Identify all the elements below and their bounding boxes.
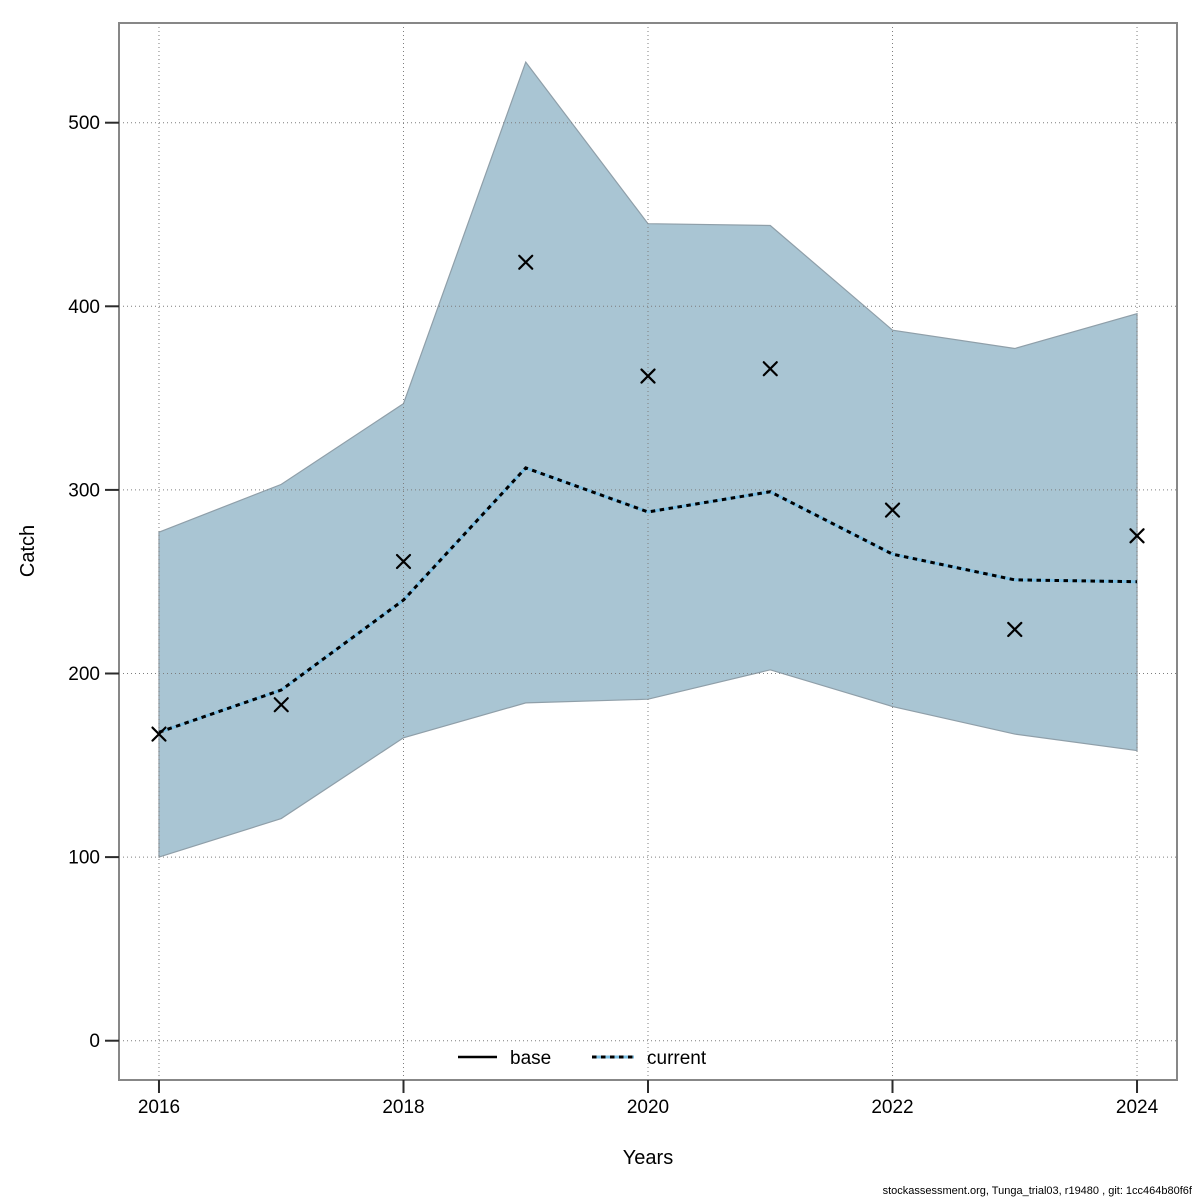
x-tick-label: 2020 xyxy=(627,1097,669,1118)
x-axis-title: Years xyxy=(623,1147,673,1169)
current-line-base xyxy=(158,466,1138,734)
y-axis: 0 100 200 300 400 500 xyxy=(68,113,119,1052)
gridlines xyxy=(119,23,1177,1080)
current-line xyxy=(158,466,1138,734)
y-tick-label: 0 xyxy=(89,1031,100,1052)
observation-marker xyxy=(884,502,901,518)
footer-attribution: stockassessment.org, Tunga_trial03, r194… xyxy=(883,1185,1193,1197)
y-tick-label: 400 xyxy=(68,297,100,318)
x-tick-label: 2024 xyxy=(1116,1097,1159,1118)
observation-marker xyxy=(1007,621,1023,638)
x-tick-label: 2016 xyxy=(138,1097,180,1118)
observation-marker xyxy=(640,368,656,384)
observation-marker xyxy=(395,553,412,570)
legend-current-label: current xyxy=(647,1048,707,1069)
observation-marker xyxy=(762,361,778,377)
x-tick-label: 2018 xyxy=(382,1097,424,1118)
legend-base-label: base xyxy=(510,1048,551,1069)
observation-marker xyxy=(1129,528,1145,544)
x-axis: 2016 2018 2020 2022 2024 xyxy=(138,1080,1159,1118)
observation-marker xyxy=(518,254,534,270)
y-axis-title: Catch xyxy=(17,525,39,577)
y-tick-label: 100 xyxy=(68,848,100,869)
y-tick-label: 500 xyxy=(68,113,100,134)
observation-markers xyxy=(151,254,1145,742)
y-tick-label: 200 xyxy=(68,664,100,685)
x-tick-label: 2022 xyxy=(871,1097,913,1118)
chart-legend: base current xyxy=(458,1048,707,1069)
observation-marker xyxy=(273,697,289,713)
observation-marker xyxy=(151,726,167,742)
y-tick-label: 300 xyxy=(68,480,100,501)
